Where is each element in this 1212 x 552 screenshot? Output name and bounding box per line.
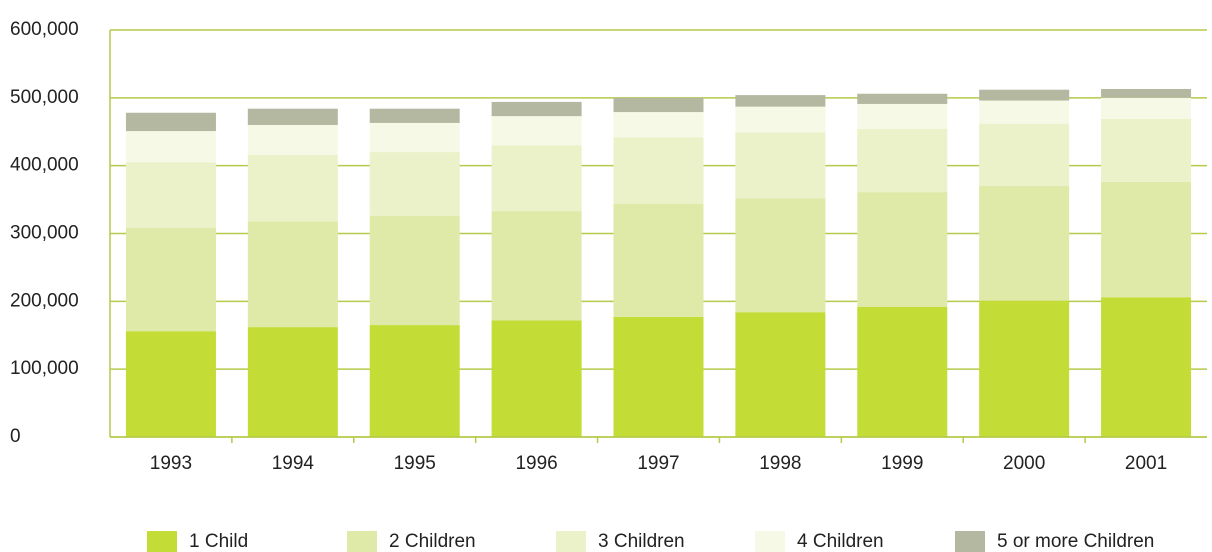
legend-label: 2 Children (389, 531, 476, 552)
legend-swatch (556, 531, 586, 552)
bar-segment (735, 312, 826, 437)
x-tick-label: 2000 (1003, 453, 1045, 474)
bar-segment (613, 203, 704, 317)
bar-segment (613, 112, 704, 138)
bar-segment (369, 108, 460, 123)
legend-label: 3 Children (598, 531, 685, 552)
bar-segment (857, 192, 948, 307)
legend-swatch (755, 531, 785, 552)
bar-segment (491, 211, 582, 321)
x-tick-label: 1998 (759, 453, 801, 474)
bar-segment (1101, 118, 1192, 182)
bar-segment (369, 215, 460, 326)
bar-segment (1101, 97, 1192, 119)
bar-segment (491, 145, 582, 212)
legend-swatch (147, 531, 177, 552)
bar-segment (369, 122, 460, 153)
x-tick-label: 2001 (1125, 453, 1167, 474)
x-tick-label: 1993 (150, 453, 192, 474)
legend-label: 5 or more Children (997, 531, 1154, 552)
bar-segment (979, 100, 1070, 124)
x-tick-label: 1999 (881, 453, 923, 474)
bar-segment (735, 132, 826, 199)
bar-segment (125, 331, 216, 437)
x-tick-label: 1996 (515, 453, 557, 474)
y-tick-label: 0 (10, 426, 21, 447)
bar-segment (857, 93, 948, 104)
bar-segment (979, 89, 1070, 101)
bar-segment (735, 95, 826, 107)
y-tick-label: 100,000 (10, 358, 79, 379)
bar-segment (979, 300, 1070, 437)
bar-segment (613, 137, 704, 204)
bar-segment (125, 112, 216, 132)
bar-segment (857, 306, 948, 437)
bar-segment (247, 327, 338, 437)
y-tick-label: 400,000 (10, 155, 79, 176)
bar-segment (491, 116, 582, 146)
y-tick-label: 300,000 (10, 223, 79, 244)
bar-segment (491, 320, 582, 437)
bar-segment (369, 152, 460, 216)
y-tick-label: 600,000 (10, 19, 79, 40)
x-tick-label: 1995 (394, 453, 436, 474)
bar-segment (613, 97, 704, 113)
bar-segment (857, 129, 948, 193)
bar-segment (247, 108, 338, 125)
bar-segment (125, 228, 216, 332)
bar-segment (979, 123, 1070, 187)
bar-segment (247, 221, 338, 328)
bar-segment (735, 106, 826, 133)
legend-label: 1 Child (189, 531, 248, 552)
bar-segment (979, 186, 1070, 301)
legend-swatch (955, 531, 985, 552)
bar-segment (247, 124, 338, 155)
bar-segment (247, 154, 338, 222)
bar-segment (125, 131, 216, 163)
legend-swatch (347, 531, 377, 552)
bar-segment (125, 162, 216, 229)
bar-segment (857, 103, 948, 130)
y-tick-label: 200,000 (10, 290, 79, 311)
bar-segment (735, 198, 826, 313)
legend-label: 4 Children (797, 531, 884, 552)
bar-segment (369, 325, 460, 437)
bar-segment (1101, 297, 1192, 437)
bar-segment (613, 316, 704, 437)
x-tick-label: 1997 (637, 453, 679, 474)
y-tick-label: 500,000 (10, 87, 79, 108)
x-tick-label: 1994 (272, 453, 315, 474)
bar-segment (1101, 181, 1192, 298)
bar-segment (491, 101, 582, 117)
bar-segment (1101, 89, 1192, 98)
